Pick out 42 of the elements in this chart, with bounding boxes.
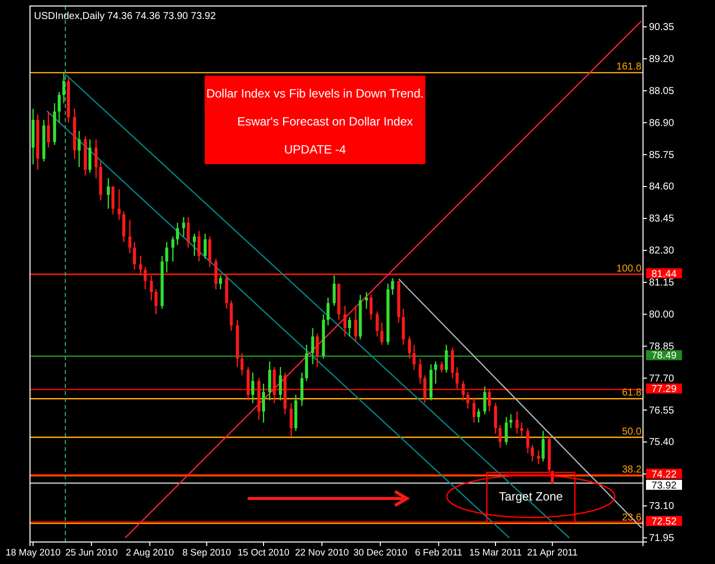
- x-tick-label: 6 Feb 2011: [414, 548, 462, 559]
- text: USDIndex,Daily 74.36 74.36 73.90 73.92: [34, 11, 216, 22]
- annotation: UPDATE -4: [284, 142, 346, 157]
- ref-line-label: 78.49: [651, 350, 677, 362]
- y-tick-label: 81.15: [649, 278, 674, 289]
- y-tick-label: 71.95: [649, 533, 674, 544]
- ref-line-label: 81.44: [651, 268, 677, 280]
- annotation: 38.2: [622, 464, 642, 476]
- y-tick-label: 88.05: [649, 86, 674, 97]
- annotation: 50.0: [622, 426, 642, 438]
- annotation: 100.0: [616, 263, 642, 274]
- y-tick-label: 84.60: [649, 182, 674, 193]
- y-tick-label: 80.00: [649, 309, 674, 320]
- y-tick-label: 85.75: [649, 150, 674, 161]
- x-tick-label: 18 May 2010: [6, 548, 61, 559]
- x-tick-label: 30 Dec 2010: [353, 548, 408, 559]
- x-tick-label: 25 Jun 2010: [65, 548, 118, 559]
- x-tick-label: 15 Oct 2010: [238, 548, 290, 559]
- annotation: Eswar's Forecast on Dollar Index: [237, 114, 413, 129]
- ref-line-label: 77.29: [651, 384, 677, 396]
- ref-line-label: 72.52: [651, 516, 677, 528]
- x-tick-label: 15 Mar 2011: [469, 548, 522, 559]
- y-tick-label: 78.85: [649, 341, 674, 352]
- y-tick-label: 89.20: [649, 54, 674, 65]
- x-tick-label: 21 Apr 2011: [527, 548, 578, 559]
- y-tick-label: 75.40: [649, 437, 674, 448]
- ref-line-label: 74.22: [651, 469, 677, 480]
- ref-line-label: 73.92: [651, 480, 677, 492]
- x-tick-label: 2 Aug 2010: [126, 548, 174, 559]
- y-tick-label: 77.70: [649, 373, 674, 384]
- y-tick-label: 82.30: [649, 246, 674, 257]
- y-tick-label: 90.35: [649, 22, 674, 34]
- y-tick-label: 86.90: [649, 118, 674, 129]
- annotation: 161.8: [616, 62, 642, 73]
- y-tick-label: 83.45: [649, 214, 674, 225]
- x-tick-label: 22 Nov 2010: [294, 548, 349, 559]
- annotation: Dollar Index vs Fib levels in Down Trend.: [206, 86, 424, 101]
- annotation: Target Zone: [498, 489, 564, 504]
- y-tick-label: 76.55: [649, 405, 674, 416]
- x-tick-label: 8 Sep 2010: [182, 548, 231, 559]
- y-tick-label: 73.10: [649, 501, 674, 512]
- annotation: 61.8: [622, 388, 642, 399]
